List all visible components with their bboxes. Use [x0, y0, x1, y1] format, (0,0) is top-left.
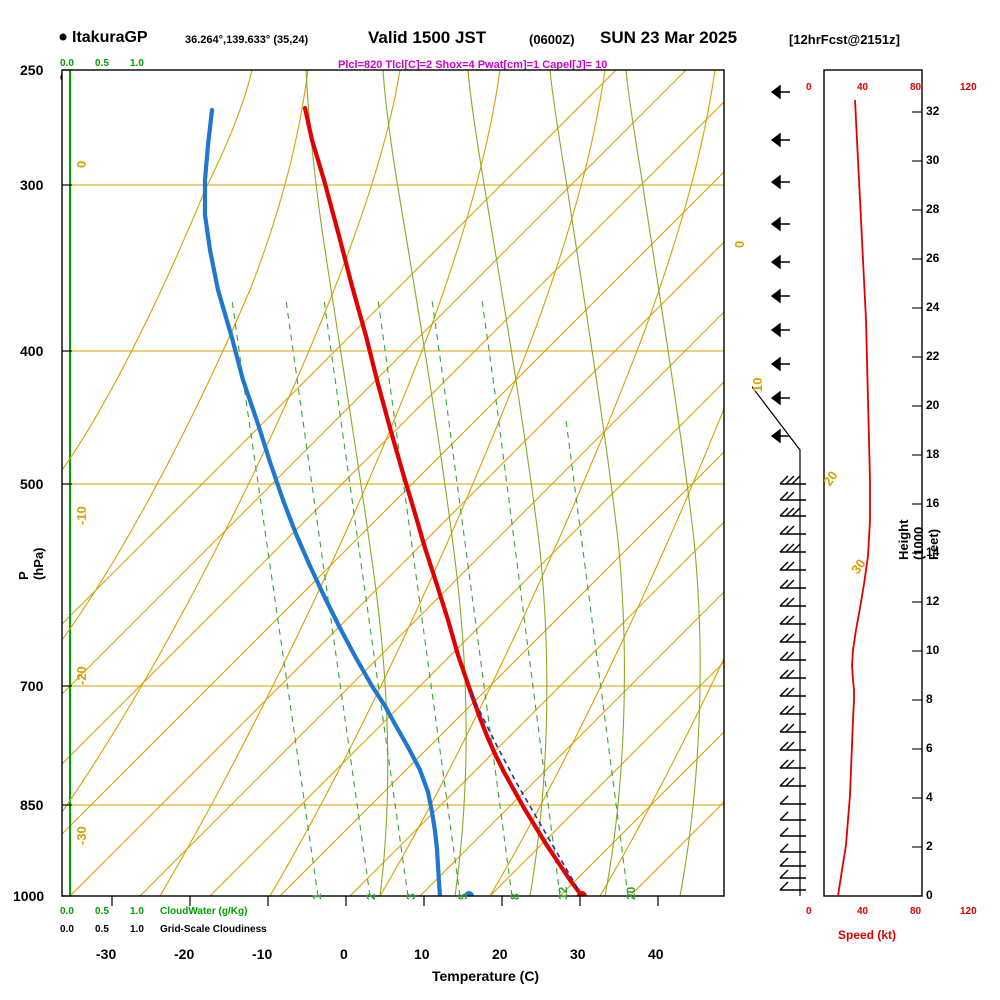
- pressure-tick-700: 700: [20, 678, 44, 694]
- forecast-tag: [12hrFcst@2151z]: [789, 32, 900, 47]
- valid-date: SUN 23 Mar 2025: [600, 28, 738, 47]
- pressure-tick-300: 300: [20, 177, 44, 193]
- temp-tick-40: 40: [648, 946, 664, 962]
- height-tick-18: 18: [926, 447, 940, 461]
- height-tick-22: 22: [926, 349, 940, 363]
- speed-tick-top-1: 40: [857, 82, 869, 93]
- temp-tick-10: 10: [414, 946, 430, 962]
- temp-tick-20: 20: [492, 946, 508, 962]
- cloudwater-tick-top-1: 0.5: [95, 58, 109, 69]
- station-coords: 36.264°,139.633° (35,24): [185, 34, 309, 46]
- cloudwater-tick-bottom-1: 0.5: [95, 906, 109, 917]
- valid-utc: (0600Z): [529, 32, 575, 47]
- height-tick-16: 16: [926, 496, 940, 510]
- height-tick-6: 6: [926, 741, 933, 755]
- station-name: ItakuraGP: [72, 29, 148, 46]
- height-tick-20: 20: [926, 398, 940, 412]
- speed-tick-bottom-3: 120: [960, 906, 977, 917]
- speed-tick-bottom-1: 40: [857, 906, 869, 917]
- cloudwater-tick-top-2: 1.0: [130, 58, 144, 69]
- speed-tick-top-2: 80: [910, 82, 922, 93]
- height-tick-8: 8: [926, 692, 933, 706]
- height-tick-12: 12: [926, 594, 940, 608]
- station-marker: [58, 32, 68, 42]
- cloudiness-axis-label: Grid-Scale Cloudiness: [160, 924, 267, 935]
- pressure-tick-1000: 1000: [13, 888, 45, 904]
- speed-tick-bottom-0: 0: [806, 906, 812, 917]
- temp-tick-0: 0: [340, 946, 348, 962]
- height-tick-30: 30: [926, 153, 940, 167]
- speed-tick-bottom-2: 80: [910, 906, 922, 917]
- cloudwater-tick-bottom-2: 1.0: [130, 906, 144, 917]
- temperature-axis-label: Temperature (C): [432, 968, 540, 984]
- temp-tick-30: 30: [570, 946, 586, 962]
- height-tick-14: 14: [926, 545, 940, 559]
- stability-indices: Plcl=820 Tlcl[C]=2 Shox=4 Pwat[cm]=1 Cap…: [338, 59, 608, 71]
- height-tick-32: 32: [926, 104, 940, 118]
- cloudwater-tick-top-0: 0.0: [60, 58, 74, 69]
- pressure-tick-250: 250: [20, 62, 44, 78]
- height-tick-28: 28: [926, 202, 940, 216]
- height-tick-0: 0: [926, 888, 933, 902]
- temp-tick--30: -30: [96, 946, 117, 962]
- speed-tick-top-0: 0: [806, 82, 812, 93]
- valid-time: Valid 1500 JST: [368, 28, 487, 47]
- height-tick-24: 24: [926, 300, 940, 314]
- temp-tick--20: -20: [174, 946, 195, 962]
- cloudwater-tick-bottom-0: 0.0: [60, 906, 74, 917]
- cloudiness-tick-bottom-2: 1.0: [130, 924, 144, 935]
- pressure-tick-500: 500: [20, 476, 44, 492]
- speed-tick-top-3: 120: [960, 82, 977, 93]
- cloudiness-tick-bottom-0: 0.0: [60, 924, 74, 935]
- cloudwater-axis-label: CloudWater (g/Kg): [160, 906, 248, 917]
- height-tick-10: 10: [926, 643, 940, 657]
- temp-tick--10: -10: [252, 946, 273, 962]
- pressure-tick-400: 400: [20, 343, 44, 359]
- height-tick-26: 26: [926, 251, 940, 265]
- cloudiness-tick-bottom-1: 0.5: [95, 924, 109, 935]
- pressure-tick-850: 850: [20, 797, 44, 813]
- height-tick-4: 4: [926, 790, 933, 804]
- speed-axis-label: Speed (kt): [838, 928, 897, 942]
- height-tick-2: 2: [926, 839, 933, 853]
